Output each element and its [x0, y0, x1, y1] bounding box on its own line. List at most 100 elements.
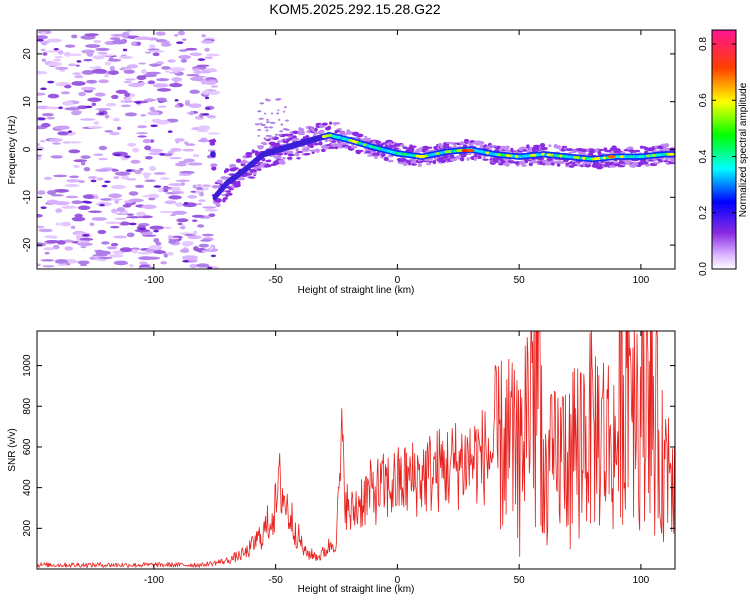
noise-blob: [162, 188, 169, 193]
noise-blob: [86, 79, 98, 84]
y-tick-label: 400: [22, 479, 33, 496]
noise-blob: [111, 39, 127, 45]
noise-blob: [40, 206, 47, 210]
noise-blob: [167, 150, 175, 154]
noise-blob: [54, 259, 69, 264]
noise-blob: [47, 93, 60, 99]
ridge-halo: [282, 128, 288, 131]
ridge-halo: [278, 133, 283, 136]
noise-blob: [98, 145, 108, 151]
ridge-halo: [442, 145, 447, 150]
noise-blob: [83, 58, 93, 62]
ridge-halo: [345, 131, 354, 135]
noise-blob: [92, 55, 105, 60]
noise-blob: [58, 106, 63, 110]
ridge-halo: [594, 160, 599, 166]
ridge-halo: [315, 148, 320, 153]
noise-blob: [134, 228, 151, 233]
noise-blob: [81, 70, 95, 75]
ridge-halo: [597, 151, 602, 156]
noise-blob: [148, 245, 163, 250]
ridge-halo: [568, 151, 572, 155]
noise-blob: [37, 142, 41, 147]
noise-blob: [54, 55, 63, 59]
noise-blob: [104, 180, 111, 184]
noise-blob: [157, 105, 167, 108]
noise-blob: [189, 110, 194, 116]
noise-blob: [207, 90, 221, 95]
ridge-halo: [238, 177, 246, 181]
noise-blob: [55, 222, 61, 226]
noise-blob: [56, 240, 66, 245]
noise-blob: [78, 91, 86, 97]
ridge-halo: [387, 159, 394, 163]
noise-blob: [40, 48, 46, 52]
noise-blob: [176, 218, 189, 223]
ridge-halo: [415, 150, 422, 153]
snr-frame: [36, 330, 676, 570]
noise-blob: [41, 122, 51, 128]
noise-blob: [111, 184, 126, 190]
ridge-halo: [245, 151, 253, 156]
ridge-halo: [364, 135, 368, 138]
noise-blob: [93, 153, 104, 156]
noise-blob: [88, 66, 102, 69]
colorbar-tick-label: 0.4: [698, 149, 709, 163]
noise-blob: [62, 141, 71, 144]
noise-blob: [64, 84, 72, 89]
ridge-halo: [222, 197, 229, 200]
ridge-halo: [477, 155, 482, 160]
noise-blob: [204, 187, 209, 191]
noise-blob: [150, 124, 158, 128]
spectrogram-y-ticks: -20 -10 0 10 20: [22, 48, 675, 252]
ridge-halo: [537, 157, 545, 161]
noise-blob: [179, 226, 186, 230]
noise-blob: [177, 30, 186, 36]
ridge-halo: [210, 163, 218, 167]
ridge-halo: [292, 130, 299, 135]
ridge-halo: [417, 163, 422, 167]
noise-blob: [204, 96, 210, 100]
noise-blob: [156, 88, 172, 92]
noise-blob: [167, 59, 176, 63]
noise-blob: [105, 102, 117, 107]
noise-blob: [109, 131, 120, 136]
noise-blob: [167, 235, 173, 239]
x-tick-label: 100: [633, 575, 650, 586]
noise-blob: [168, 239, 177, 244]
noise-blob: [124, 96, 132, 102]
ridge-halo: [291, 138, 300, 141]
ridge-halo: [664, 143, 670, 148]
colorbar-label: Normalized spectral amplitude: [738, 82, 749, 217]
ridge-halo: [463, 138, 470, 143]
ridge-halo: [262, 142, 268, 146]
ridge-halo: [634, 149, 641, 153]
noise-blob: [53, 188, 70, 193]
noise-blob: [110, 225, 120, 229]
noise-blob: [130, 159, 141, 164]
ridge-halo: [565, 162, 570, 166]
ridge-halo: [295, 147, 299, 152]
noise-blob: [91, 68, 107, 74]
ridge-halo: [410, 163, 417, 166]
ridge-halo: [526, 144, 530, 149]
noise-blob: [127, 142, 137, 147]
noise-blob: [124, 78, 136, 81]
noise-blob: [134, 184, 145, 189]
noise-blob: [80, 35, 96, 40]
ridge-halo: [620, 151, 626, 154]
ridge-halo: [276, 112, 280, 115]
noise-blob: [57, 264, 69, 267]
noise-blob: [210, 254, 217, 258]
noise-blob: [169, 157, 182, 160]
noise-blob: [192, 184, 197, 189]
noise-blob: [190, 190, 196, 193]
noise-blob: [40, 140, 46, 143]
ridge-halo: [319, 129, 325, 134]
ridge-halo: [232, 167, 239, 170]
noise-blob: [197, 125, 211, 131]
noise-blob: [207, 132, 221, 135]
noise-blob: [195, 186, 203, 191]
noise-blob: [37, 190, 46, 195]
ridge-halo: [398, 161, 404, 165]
